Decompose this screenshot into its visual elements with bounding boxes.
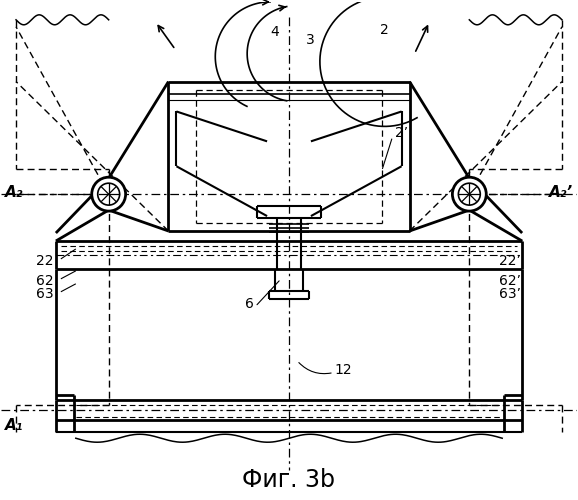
Circle shape bbox=[453, 177, 486, 211]
Text: Фиг. 3b: Фиг. 3b bbox=[243, 468, 335, 492]
Text: 62’: 62’ bbox=[499, 274, 521, 288]
Text: A₁: A₁ bbox=[5, 418, 24, 433]
Text: 62: 62 bbox=[36, 274, 54, 288]
Circle shape bbox=[458, 183, 480, 205]
Text: 22’: 22’ bbox=[499, 254, 521, 268]
Text: 22: 22 bbox=[36, 254, 53, 268]
Text: A₂: A₂ bbox=[5, 184, 24, 200]
Text: 63’: 63’ bbox=[499, 287, 521, 301]
Text: 6: 6 bbox=[245, 296, 254, 310]
Text: 3: 3 bbox=[306, 32, 314, 46]
Text: 63: 63 bbox=[36, 287, 54, 301]
Text: 2: 2 bbox=[380, 23, 389, 37]
Text: A₂’: A₂’ bbox=[549, 184, 573, 200]
Circle shape bbox=[92, 177, 125, 211]
Text: 12: 12 bbox=[335, 364, 353, 378]
Circle shape bbox=[98, 183, 120, 205]
Text: 4: 4 bbox=[271, 25, 279, 39]
Text: 2’: 2’ bbox=[395, 126, 407, 140]
